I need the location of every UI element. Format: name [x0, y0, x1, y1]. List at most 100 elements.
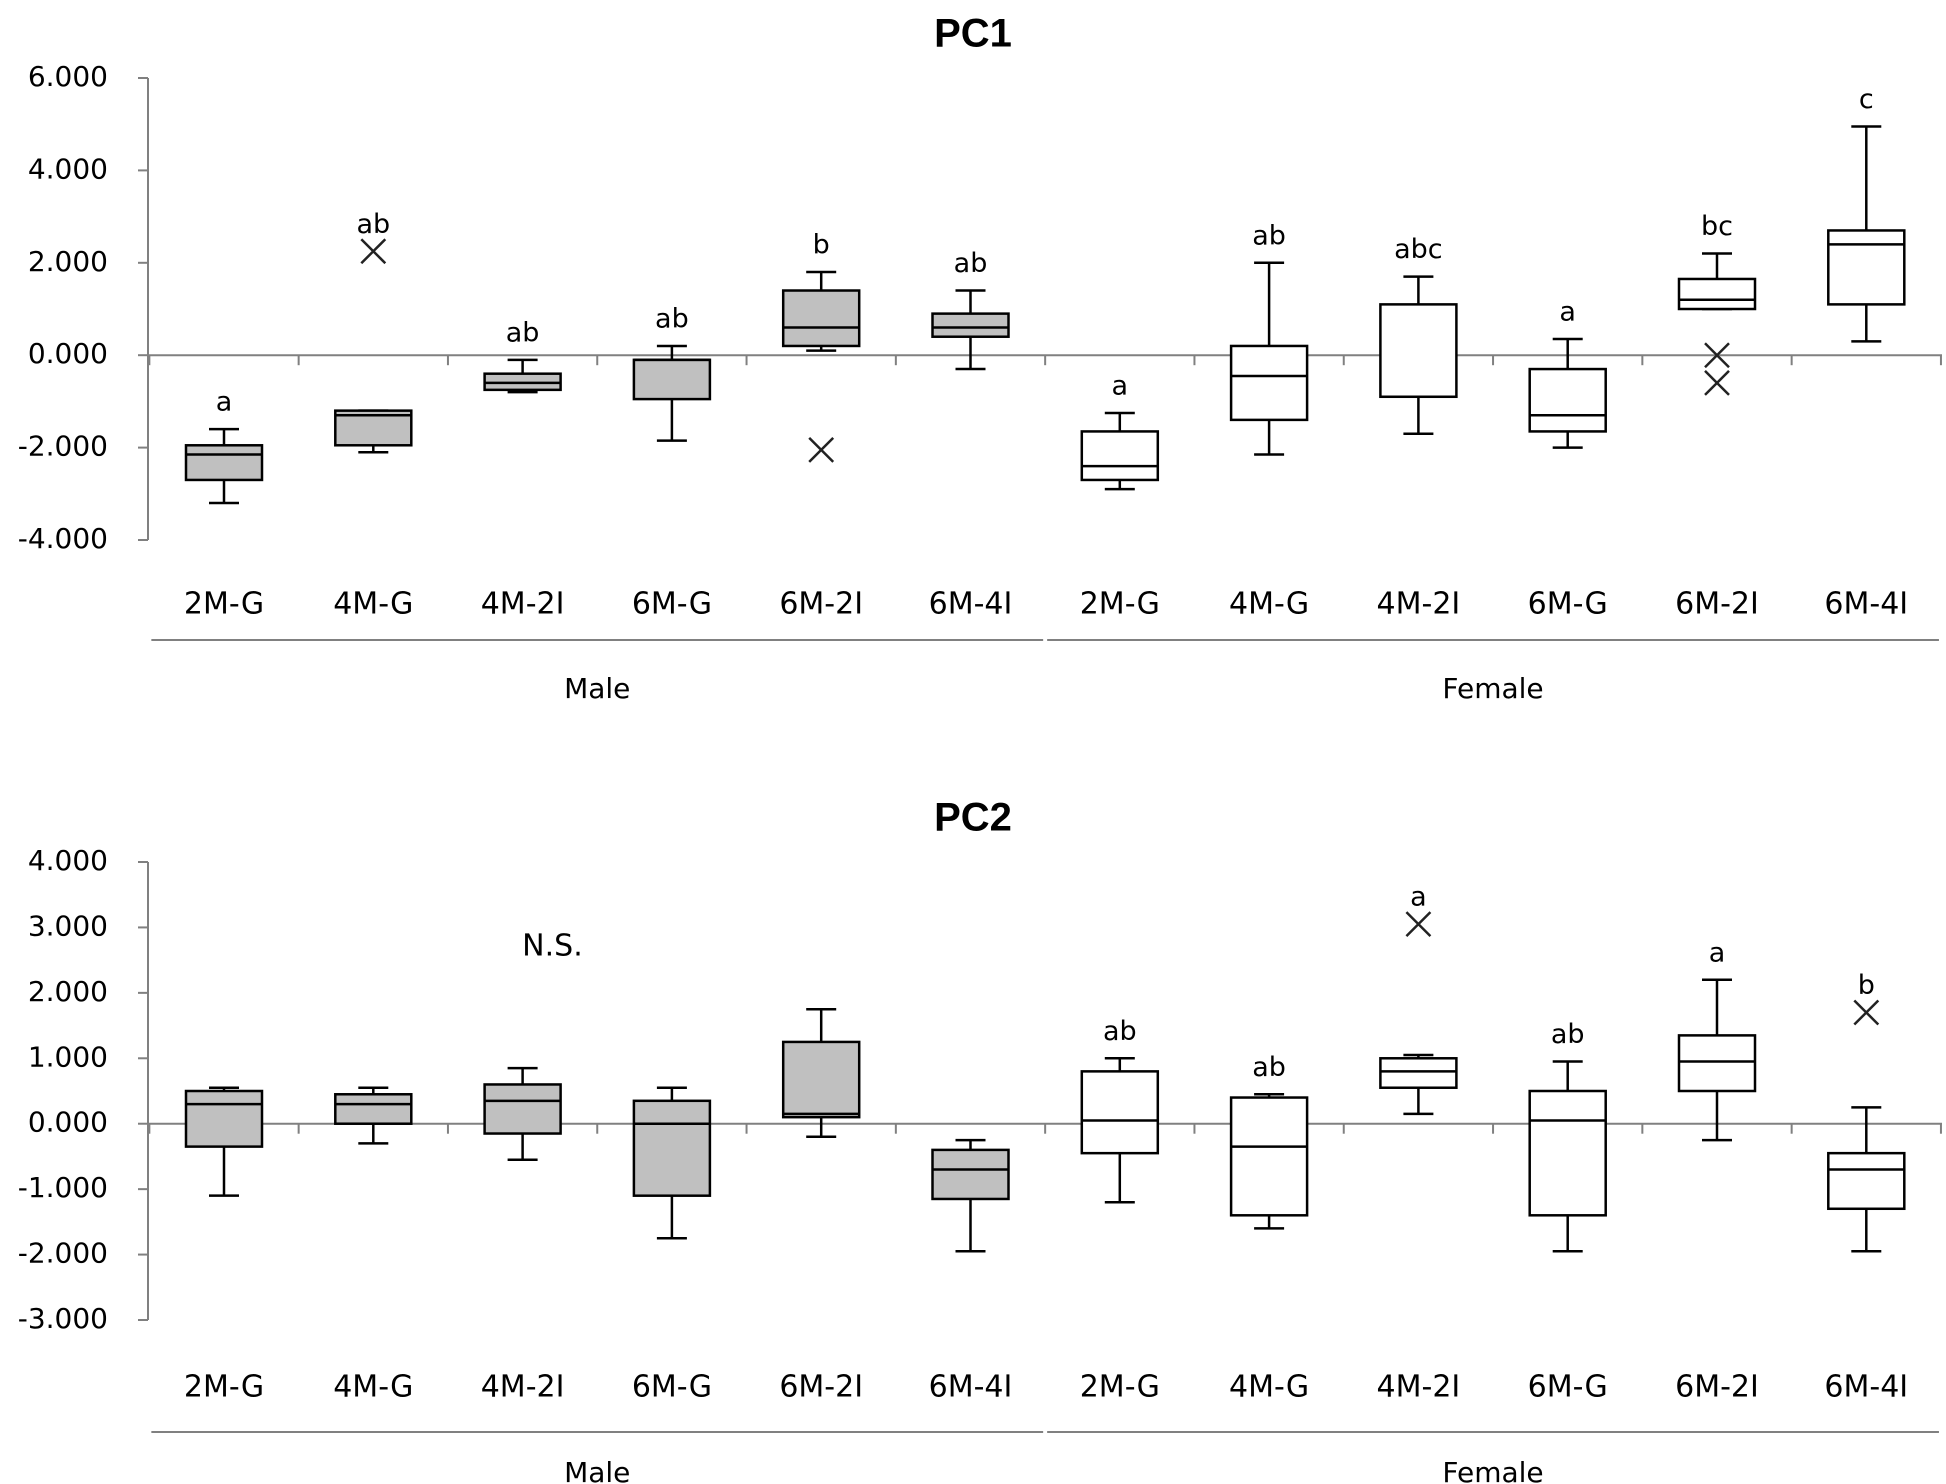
- outlier-marker: [1704, 370, 1730, 396]
- significance-label: a: [1410, 882, 1427, 913]
- y-tick-label: 3.000: [28, 909, 108, 942]
- box: [781, 289, 861, 348]
- box: [1827, 1151, 1906, 1211]
- outlier-stroke: [360, 238, 387, 265]
- x-tick-label: 4M-2I: [481, 587, 565, 622]
- group-label: Female: [1442, 1456, 1543, 1484]
- outlier-stroke: [1853, 999, 1880, 1026]
- significance-label: a: [216, 387, 233, 418]
- box: [1379, 1057, 1458, 1089]
- box: [1677, 1034, 1757, 1093]
- x-tick-label: 2M-G: [1080, 1370, 1160, 1405]
- x-tick-label: 4M-2I: [1377, 1370, 1461, 1405]
- y-tick-label: 2.000: [28, 975, 108, 1008]
- y-tick-label: -2.000: [18, 430, 108, 463]
- y-tick-label: 6.000: [28, 60, 108, 93]
- significance-label: ab: [1103, 1016, 1137, 1047]
- x-tick-label: 6M-4I: [929, 1370, 1013, 1405]
- significance-label: ab: [506, 317, 540, 348]
- box: [1379, 303, 1458, 399]
- y-tick-label: -1.000: [18, 1171, 108, 1204]
- outlier-marker: [1853, 999, 1880, 1026]
- x-tick-label: 2M-G: [1080, 587, 1160, 622]
- x-tick-label: 6M-2I: [779, 587, 863, 622]
- x-tick-label: 4M-G: [1229, 587, 1309, 622]
- box: [483, 1083, 562, 1135]
- outlier-marker: [1704, 342, 1730, 369]
- box: [632, 358, 712, 401]
- y-tick-label: 2.000: [28, 245, 108, 278]
- x-tick-label: 6M-G: [632, 1370, 712, 1405]
- significance-label: ab: [954, 248, 988, 279]
- box: [184, 1089, 264, 1148]
- outlier-marker: [360, 238, 387, 265]
- group-label: Male: [564, 672, 630, 705]
- box: [1080, 1070, 1160, 1155]
- outlier-stroke: [1704, 342, 1730, 369]
- y-tick-label: 4.000: [28, 844, 108, 877]
- box: [334, 1093, 413, 1125]
- group-label: Female: [1442, 672, 1543, 705]
- x-tick-label: 4M-2I: [1377, 587, 1461, 622]
- y-tick-label: 0.000: [28, 337, 108, 370]
- box: [1229, 344, 1309, 422]
- box: [1528, 1089, 1607, 1217]
- outlier-marker: [1405, 911, 1432, 938]
- x-tick-label: 2M-G: [184, 1370, 264, 1405]
- significance-label: a: [1709, 937, 1726, 968]
- box: [781, 1040, 861, 1119]
- y-tick-label: -3.000: [18, 1302, 108, 1335]
- box: [184, 444, 264, 482]
- x-tick-label: 2M-G: [184, 587, 264, 622]
- x-tick-label: 6M-G: [1528, 587, 1608, 622]
- x-tick-label: 6M-4I: [1824, 1370, 1908, 1405]
- chart-title: PC1: [934, 12, 1012, 56]
- chart-title: PC2: [934, 796, 1012, 840]
- significance-label: bc: [1701, 211, 1733, 242]
- significance-label: a: [1112, 370, 1129, 401]
- x-tick-label: 6M-2I: [1675, 1370, 1759, 1405]
- box: [1677, 277, 1757, 311]
- significance-label: ab: [356, 209, 390, 240]
- significance-label: b: [813, 230, 830, 261]
- x-tick-label: 4M-G: [333, 587, 413, 622]
- significance-label: ab: [1551, 1019, 1585, 1050]
- pc1-panel: PC1 6.000 4.000 2.000 0.000 -2.000 -4.000 2M-G 4…: [18, 12, 1942, 705]
- x-tick-label: 6M-G: [1528, 1370, 1608, 1405]
- x-tick-label: 6M-2I: [1675, 587, 1759, 622]
- box: [1827, 229, 1906, 306]
- significance-label: b: [1858, 970, 1875, 1001]
- outlier-stroke: [1405, 911, 1432, 938]
- x-tick-label: 4M-G: [333, 1370, 413, 1405]
- y-tick-label: -2.000: [18, 1237, 108, 1270]
- box: [931, 312, 1010, 338]
- x-tick-label: 6M-2I: [779, 1370, 863, 1405]
- significance-label: abc: [1394, 234, 1443, 265]
- x-tick-label: 6M-G: [632, 587, 712, 622]
- pc2-panel: PC2 4.000 3.000 2.000 1.000 0.000 -1.000 -2.000…: [18, 796, 1942, 1484]
- outlier-marker: [808, 437, 835, 463]
- y-tick-label: 1.000: [28, 1040, 108, 1073]
- y-tick-label: 0.000: [28, 1106, 108, 1139]
- x-tick-label: 6M-4I: [1824, 587, 1908, 622]
- significance-label: ab: [1252, 220, 1286, 251]
- box: [1080, 430, 1160, 482]
- x-tick-label: 4M-G: [1229, 1370, 1309, 1405]
- y-tick-label: -4.000: [18, 522, 108, 555]
- panel-annotation: N.S.: [522, 929, 583, 964]
- group-label: Male: [564, 1456, 630, 1484]
- box: [632, 1099, 712, 1197]
- significance-label: ab: [1252, 1052, 1286, 1083]
- outlier-stroke: [808, 437, 835, 463]
- x-tick-label: 6M-4I: [929, 587, 1013, 622]
- box: [931, 1148, 1010, 1201]
- x-tick-label: 4M-2I: [481, 1370, 565, 1405]
- significance-label: ab: [655, 303, 689, 334]
- significance-label: c: [1859, 84, 1874, 115]
- significance-label: a: [1559, 297, 1576, 328]
- outlier-stroke: [1704, 370, 1730, 396]
- box: [1229, 1096, 1309, 1217]
- y-tick-label: 4.000: [28, 152, 108, 185]
- box: [1528, 367, 1607, 433]
